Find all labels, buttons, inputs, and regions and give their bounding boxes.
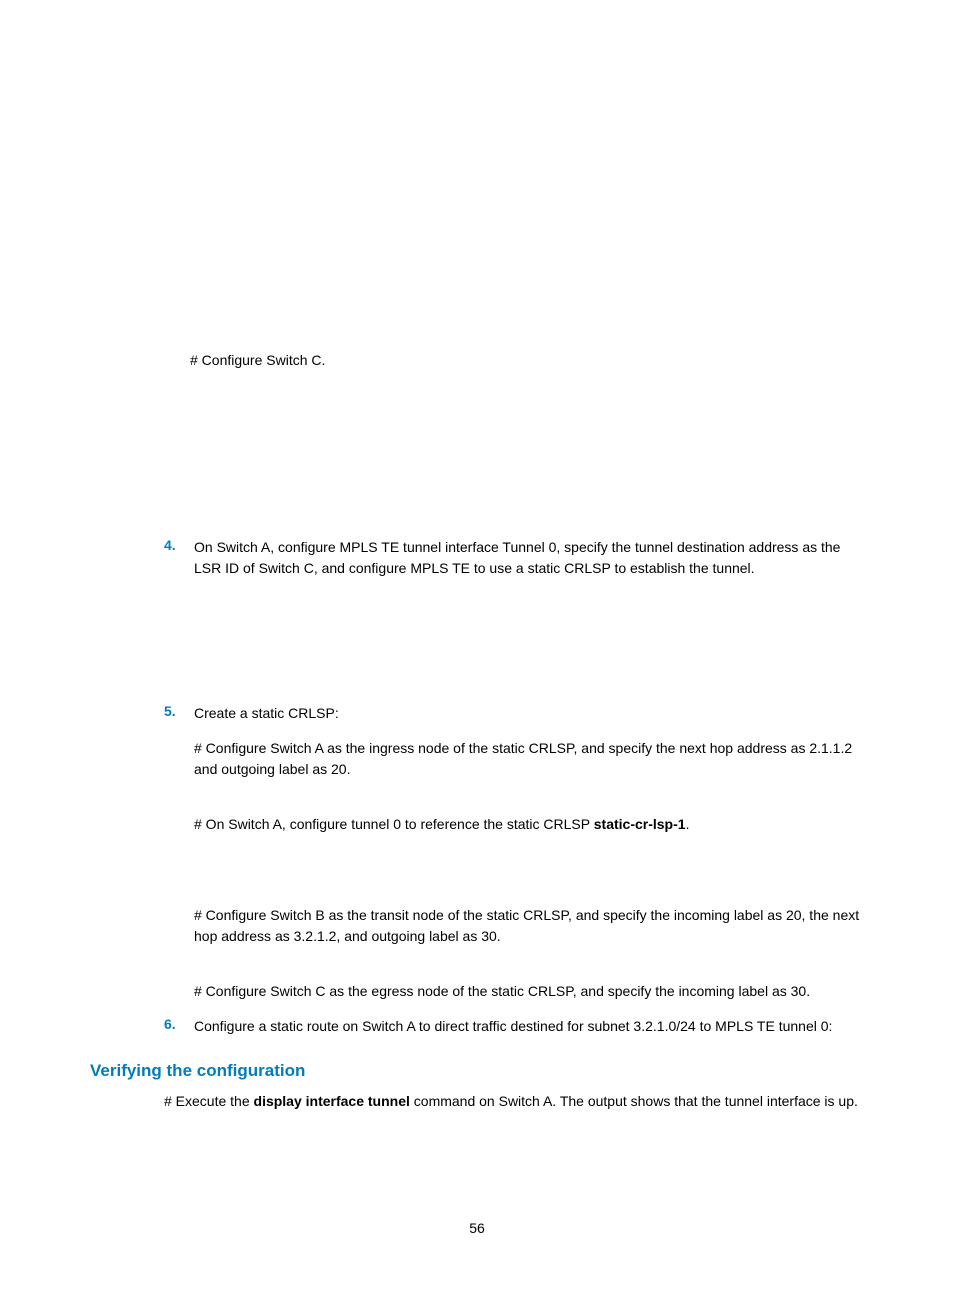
text-post: . xyxy=(686,816,690,832)
page-container: # Configure Switch C. 4. On Switch A, co… xyxy=(0,0,954,1152)
item-number: 5. xyxy=(164,703,194,724)
list-item-5: 5. Create a static CRLSP: xyxy=(164,703,864,724)
item5-p3: # Configure Switch B as the transit node… xyxy=(194,905,864,947)
item-number: 6. xyxy=(164,1016,194,1037)
text-pre: # Execute the xyxy=(164,1093,254,1109)
item-number: 4. xyxy=(164,537,194,579)
page-number: 56 xyxy=(0,1220,954,1236)
spacer xyxy=(90,387,864,537)
text-bold: display interface tunnel xyxy=(254,1093,410,1109)
spacer xyxy=(90,593,864,703)
spacer xyxy=(90,961,864,981)
item5-p4: # Configure Switch C as the egress node … xyxy=(194,981,864,1002)
item-text: Configure a static route on Switch A to … xyxy=(194,1016,832,1037)
verify-paragraph: # Execute the display interface tunnel c… xyxy=(164,1091,864,1112)
text-bold: static-cr-lsp-1 xyxy=(594,816,686,832)
configure-switch-c: # Configure Switch C. xyxy=(190,350,864,371)
text-pre: # On Switch A, configure tunnel 0 to ref… xyxy=(194,816,594,832)
list-item-4: 4. On Switch A, configure MPLS TE tunnel… xyxy=(164,537,864,579)
spacer xyxy=(90,90,864,350)
spacer xyxy=(90,794,864,814)
item-text: Create a static CRLSP: xyxy=(194,703,339,724)
spacer xyxy=(90,849,864,905)
list-item-6: 6. Configure a static route on Switch A … xyxy=(164,1016,864,1037)
item-text: On Switch A, configure MPLS TE tunnel in… xyxy=(194,537,864,579)
item5-p2: # On Switch A, configure tunnel 0 to ref… xyxy=(194,814,864,835)
text-post: command on Switch A. The output shows th… xyxy=(410,1093,858,1109)
item5-p1: # Configure Switch A as the ingress node… xyxy=(194,738,864,780)
section-heading: Verifying the configuration xyxy=(90,1061,864,1081)
